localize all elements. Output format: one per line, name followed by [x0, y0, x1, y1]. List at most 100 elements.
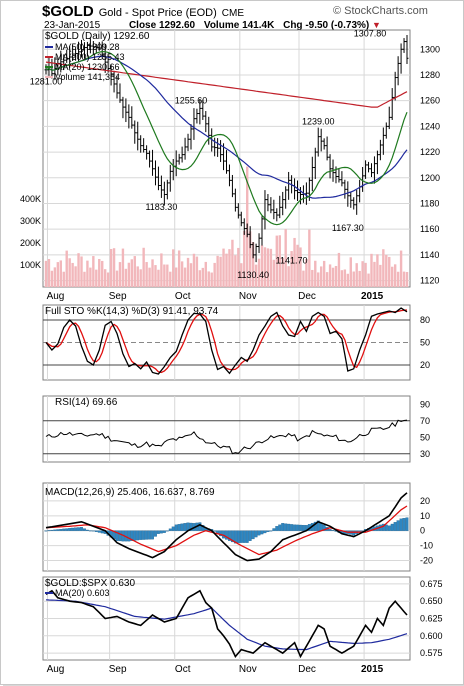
volume-bar — [299, 247, 302, 287]
panel-3-ytick-3: 10 — [420, 511, 430, 521]
price-bar — [180, 146, 184, 163]
chg-value: -9.50 (-0.73%) — [305, 20, 370, 31]
volume-bar — [361, 261, 364, 287]
volume-bar — [287, 266, 290, 287]
macd-histogram-bar — [56, 529, 60, 531]
rsi-ytick-1: 50 — [420, 432, 430, 442]
macd-histogram-bar — [266, 530, 270, 532]
volume-bar — [139, 269, 142, 287]
price-bar — [227, 164, 231, 187]
price-bar — [115, 76, 119, 99]
volume-bar — [151, 259, 154, 287]
volume-bar — [343, 269, 347, 287]
volume-label: Volume — [203, 20, 240, 31]
price-bar — [62, 54, 66, 71]
ma20-line — [45, 50, 408, 226]
sto-ytick-1: 50 — [420, 338, 430, 348]
volume-bar — [133, 256, 136, 287]
panel-3-ytick-1: -10 — [420, 541, 433, 551]
volume-bar — [183, 267, 187, 287]
volume-bar — [213, 262, 216, 287]
volume-bar — [50, 270, 54, 287]
volume-bar — [272, 259, 276, 287]
volume-bar — [237, 247, 240, 287]
macd-histogram-bar — [387, 525, 391, 531]
volume-bar — [311, 269, 314, 287]
price-bar — [165, 179, 169, 200]
price-bar — [168, 164, 172, 192]
x-label-bottom-5: 2015 — [361, 664, 384, 675]
volume-bar — [86, 260, 89, 287]
volume-bar — [47, 258, 51, 287]
price-bar — [65, 49, 69, 63]
price-bar — [367, 161, 371, 173]
volume-bar — [83, 271, 86, 287]
macd-histogram-bar — [301, 524, 305, 531]
volume-bar — [109, 249, 113, 287]
volume-bar — [124, 268, 128, 287]
price-bar — [82, 42, 86, 59]
volume-bar — [269, 248, 273, 287]
macd-histogram-bar — [71, 527, 75, 531]
volume-bar — [305, 259, 308, 287]
macd-histogram-bar — [91, 530, 95, 532]
price-bar — [88, 38, 92, 54]
volume-bar — [95, 269, 98, 287]
price-bar — [127, 104, 131, 129]
macd-histogram-bar — [53, 529, 57, 531]
volume-bar — [219, 256, 222, 287]
macd-histogram-bar — [130, 530, 134, 541]
price-bar — [275, 208, 279, 222]
panel-0-ytick-3: 1180 — [420, 198, 439, 208]
symbol: $GOLD — [42, 3, 94, 20]
price-panel-title: $GOLD (Daily) 1292.60 — [45, 31, 150, 42]
volume-bar — [364, 262, 367, 287]
price-annotation-1: 1255.60 — [175, 95, 208, 105]
volume-bar — [163, 264, 166, 287]
macd-histogram-bar — [390, 523, 394, 531]
macd-histogram-bar — [393, 522, 397, 531]
volume-bar — [142, 247, 145, 287]
panel-0-ytick-6: 1240 — [420, 121, 440, 131]
panel-0-ytick-8: 1280 — [420, 70, 440, 80]
price-bar — [387, 106, 391, 130]
volume-bar — [319, 266, 323, 287]
x-label-top-4: Dec — [298, 291, 316, 302]
panel-3-ytick-0: -20 — [420, 556, 433, 566]
price-bar — [80, 39, 84, 58]
volume-bar — [201, 267, 205, 287]
macd-histogram-bar — [50, 529, 54, 531]
macd-histogram-bar — [228, 530, 231, 541]
x-label-bottom-2: Oct — [175, 664, 191, 675]
macd-histogram-bar — [287, 523, 291, 531]
volume-bar — [367, 273, 370, 287]
volume-bar — [391, 266, 394, 287]
price-bar — [94, 43, 98, 54]
macd-histogram-bar — [245, 530, 249, 543]
price-bar — [369, 163, 373, 178]
volume-bar — [275, 235, 279, 287]
volume-bar — [314, 260, 317, 287]
volume-bar — [216, 255, 219, 287]
macd-histogram-bar — [242, 530, 246, 543]
price-bar — [337, 168, 341, 183]
volume-bar — [145, 262, 148, 287]
macd-histogram-bar — [405, 517, 409, 531]
volume-bar — [98, 259, 101, 287]
volume-bar — [254, 264, 258, 287]
price-legend-1: MA(200) 1255.43 — [55, 52, 125, 62]
brand-logo: © StockCharts.com — [333, 5, 428, 17]
volume-bar — [89, 267, 92, 287]
macd-histogram-bar — [233, 530, 237, 544]
macd-histogram-bar — [257, 530, 261, 536]
volume-bar — [44, 260, 48, 287]
price-bar — [74, 48, 78, 61]
macd-histogram-bar — [77, 527, 80, 531]
panel-4-ytick-0: 0.575 — [420, 648, 443, 658]
sto-ytick-0: 20 — [420, 360, 430, 370]
volume-tick-1: 200K — [20, 238, 41, 248]
macd-histogram-bar — [115, 530, 119, 541]
volume-bar — [352, 271, 355, 287]
x-label-top-3: Nov — [239, 291, 257, 302]
price-bar — [284, 186, 288, 209]
